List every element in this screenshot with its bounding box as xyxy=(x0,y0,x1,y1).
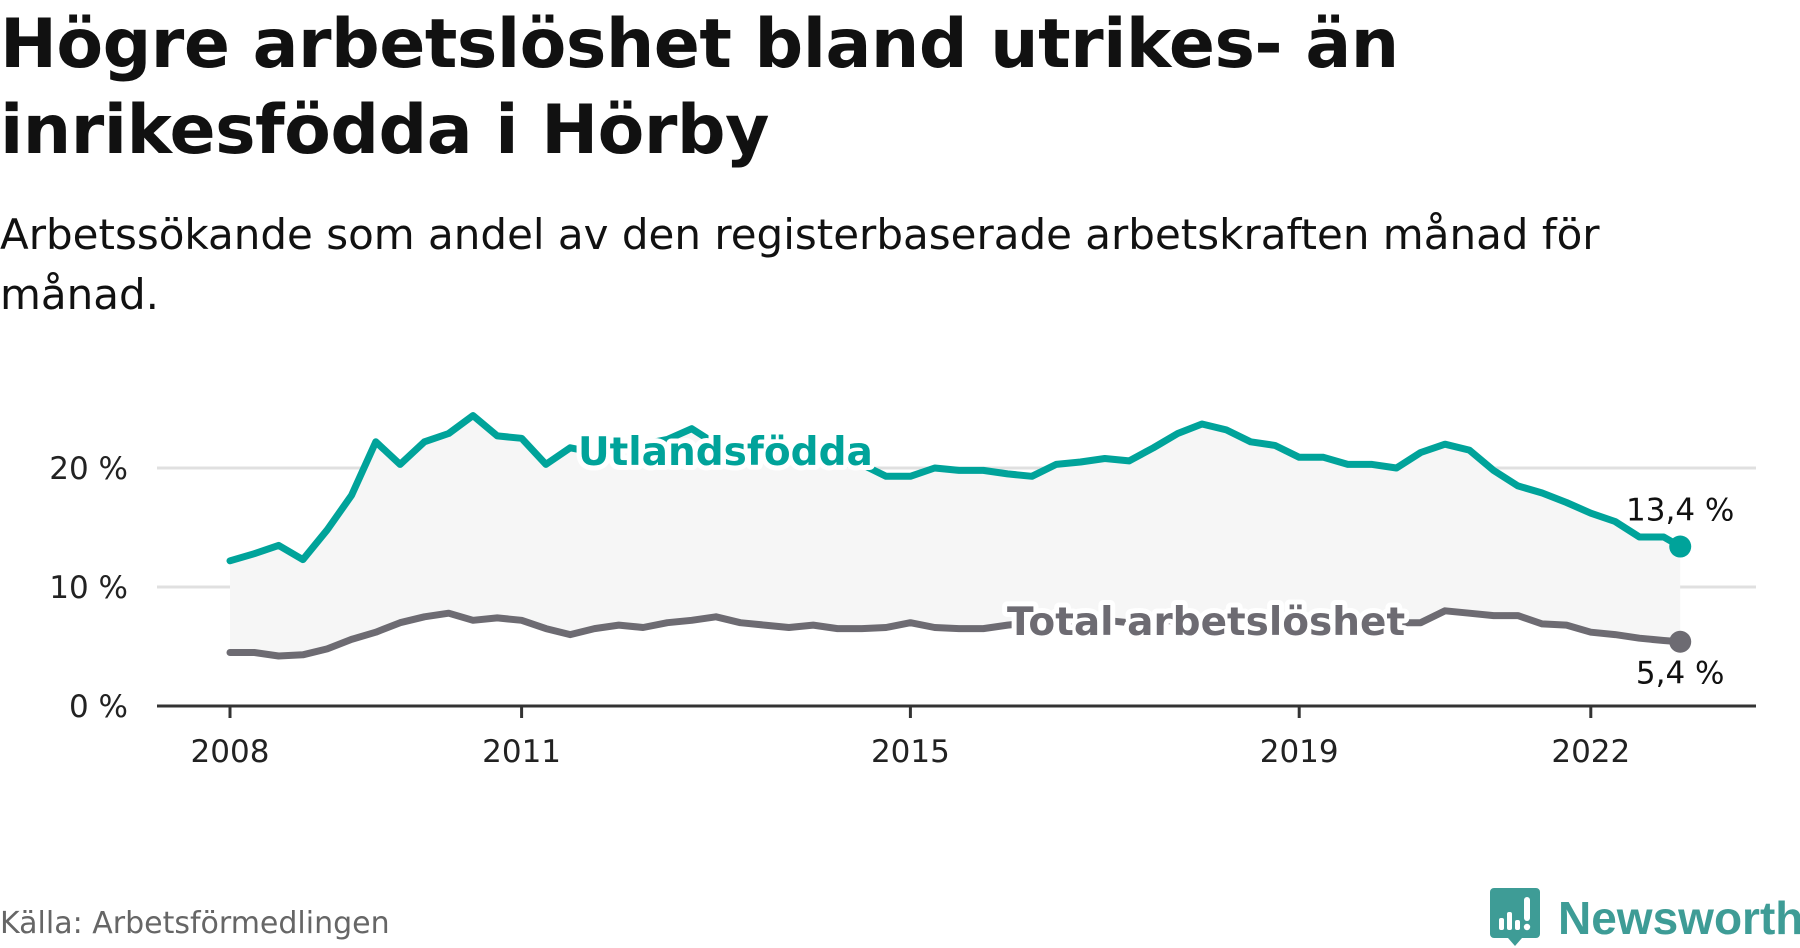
logo-text: Newsworthy xyxy=(1558,892,1800,944)
y-tick-label: 10 % xyxy=(49,570,128,606)
newsworthy-logo[interactable]: Newsworthy xyxy=(1490,888,1800,948)
y-tick-label: 20 % xyxy=(49,451,128,487)
source-note: Källa: Arbetsförmedlingen xyxy=(0,906,390,941)
chart-subtitle: Arbetssökande som andel av den registerb… xyxy=(0,210,1600,319)
series-line-utlandsfodda xyxy=(226,412,1684,565)
x-tick-label: 2019 xyxy=(1260,734,1339,770)
end-value-utlandsfodda: 13,4 % xyxy=(1626,493,1734,529)
series-line-total xyxy=(226,607,1684,660)
range-band xyxy=(230,415,1681,656)
chart-title: Högre arbetslöshet bland utrikes- än inr… xyxy=(0,5,1399,170)
end-point-total xyxy=(1669,630,1692,653)
x-tick-label: 2011 xyxy=(482,734,561,770)
x-tick-label: 2015 xyxy=(871,734,950,770)
x-tick-label: 2008 xyxy=(191,734,270,770)
end-point-utlandsfodda xyxy=(1669,535,1692,558)
series-label-utlandsfodda: Utlandsfödda xyxy=(578,430,873,475)
series-label-total: Total arbetslöshet xyxy=(1007,600,1405,645)
newsworthy-logo-icon xyxy=(1490,888,1540,946)
x-tick-label: 2022 xyxy=(1551,734,1630,770)
end-value-total: 5,4 % xyxy=(1636,656,1725,692)
y-tick-label: 0 % xyxy=(69,689,128,725)
